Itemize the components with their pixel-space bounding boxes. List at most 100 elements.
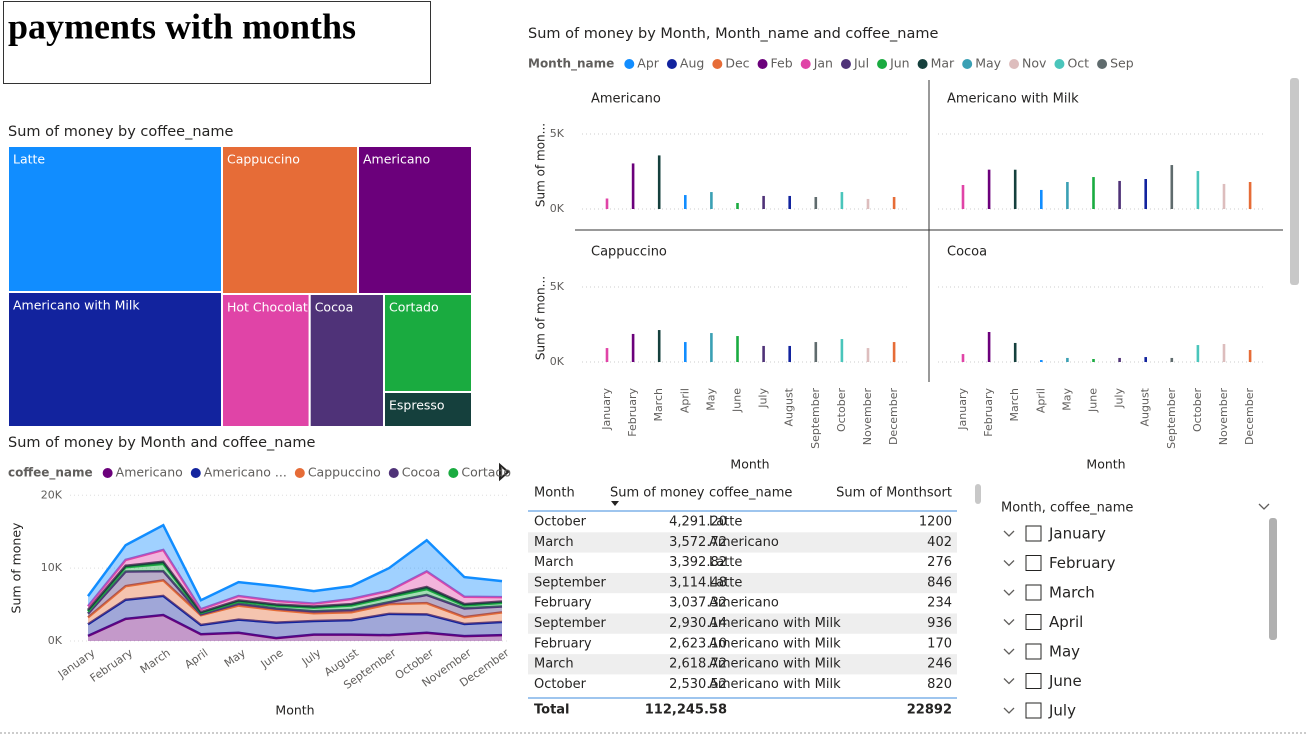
slicer-item[interactable]: April [1003,613,1083,631]
content: Sum of money by coffee_name Latte American… [7,26,1283,720]
table-cell: March [534,657,574,672]
table-cell: Latte [709,555,742,570]
row-band [528,572,957,594]
sort-arrow[interactable] [611,501,619,506]
area-line [87,548,503,611]
legend-dot [102,468,113,478]
x-tick-label: December [887,388,900,446]
bar [1170,165,1174,209]
bar [1066,182,1069,209]
area-layer [88,571,502,618]
legend-dot [840,59,851,69]
table-header: coffee_name [709,486,792,501]
legend-label: Jun [889,56,910,71]
checkbox [1025,555,1042,571]
slicer-item[interactable]: May [1003,643,1080,661]
x-tick-label: October [1191,388,1204,432]
x-tick-label: June [731,388,744,413]
table-cell: Latte [709,575,742,590]
y-axis-title: Sum of money [9,522,24,613]
panel-title: Cocoa [947,245,987,260]
table-cell: 246 [927,657,952,672]
treemap-tile [7,145,223,293]
legend-dot [877,59,888,69]
expand-chevron [1003,707,1015,714]
checkbox [1025,643,1042,660]
slicer-item[interactable]: January [1003,525,1106,543]
bar [657,330,661,362]
panel-title: Americano with Milk [947,92,1079,107]
bar [866,198,870,209]
legend-label: Americano [116,465,183,480]
scrollbar[interactable] [1290,78,1299,285]
x-axis-title: Month [275,703,314,718]
legend-next-arrow[interactable] [499,462,510,482]
table-cell: Americano with Milk [709,677,841,692]
y-tick-label: 20K [41,488,63,501]
table-cell: 2,623.10 [669,636,727,651]
tile-label: Hot Chocolate [227,299,316,314]
x-tick-label: July [757,388,770,409]
slicer-label: July [1048,702,1076,720]
x-tick-label: January [600,388,613,431]
slicer-item[interactable]: March [1003,584,1095,602]
slicer-label: January [1048,525,1106,543]
tile-label: Latte [13,152,45,167]
table-cell: March [534,555,574,570]
bar [1170,357,1174,362]
bar [788,195,791,209]
legend-label: Cocoa [402,465,441,480]
y-tick-label: 10K [41,561,63,574]
area-line [87,579,503,619]
bar [631,333,635,362]
expand-chevron [1003,619,1015,626]
y-axis-title: Sum of mon... [534,276,548,360]
bar [840,339,844,362]
x-tick-label: March [1008,388,1021,422]
x-tick-label: November [861,388,874,446]
bar [710,333,713,362]
row-band [528,532,957,553]
x-tick-label: January [956,388,969,431]
legend-dot [800,59,811,69]
slicer-item[interactable]: February [1003,554,1116,572]
y-tick-label: 5K [550,280,565,293]
y-axis-title: Sum of mon... [534,123,548,207]
chart-title: Sum of money by Month, Month_name and co… [528,26,939,42]
area-line [87,560,503,614]
tile-label: Espresso [389,397,445,412]
scrollbar[interactable] [1269,518,1277,640]
bar [1248,182,1252,209]
bar [987,332,991,362]
legend-dot [294,468,305,478]
expand-chevron [1003,678,1015,685]
slicer-item[interactable]: June [1003,672,1082,690]
slicer-label: June [1048,672,1082,690]
bar [814,342,818,362]
bar [762,345,765,362]
x-tick-label: October [835,388,848,432]
slicer-item[interactable]: July [1003,702,1076,720]
legend-dot [624,59,635,69]
legend-label: May [975,56,1001,71]
table-cell: 936 [927,616,952,631]
panel-title: Cappuccino [591,245,667,260]
chart-title: Sum of money by coffee_name [8,124,234,140]
legend-label: Sep [1110,56,1134,71]
x-tick-label: March [652,388,665,422]
x-tick-label: February [88,646,136,685]
bar [1222,344,1226,362]
scrollbar[interactable] [975,484,981,504]
table-cell: September [534,616,607,631]
x-tick-label: July [299,646,324,669]
slicer-label: March [1049,584,1095,602]
treemap-tile [382,390,473,429]
table-cell: February [534,636,592,651]
x-tick-label: February [982,388,995,437]
table-cell: Americano [709,596,779,611]
legend-title: Month_name [528,57,614,72]
legend-dot [712,59,723,69]
bar [1196,171,1200,209]
table-cell: 820 [927,677,952,692]
